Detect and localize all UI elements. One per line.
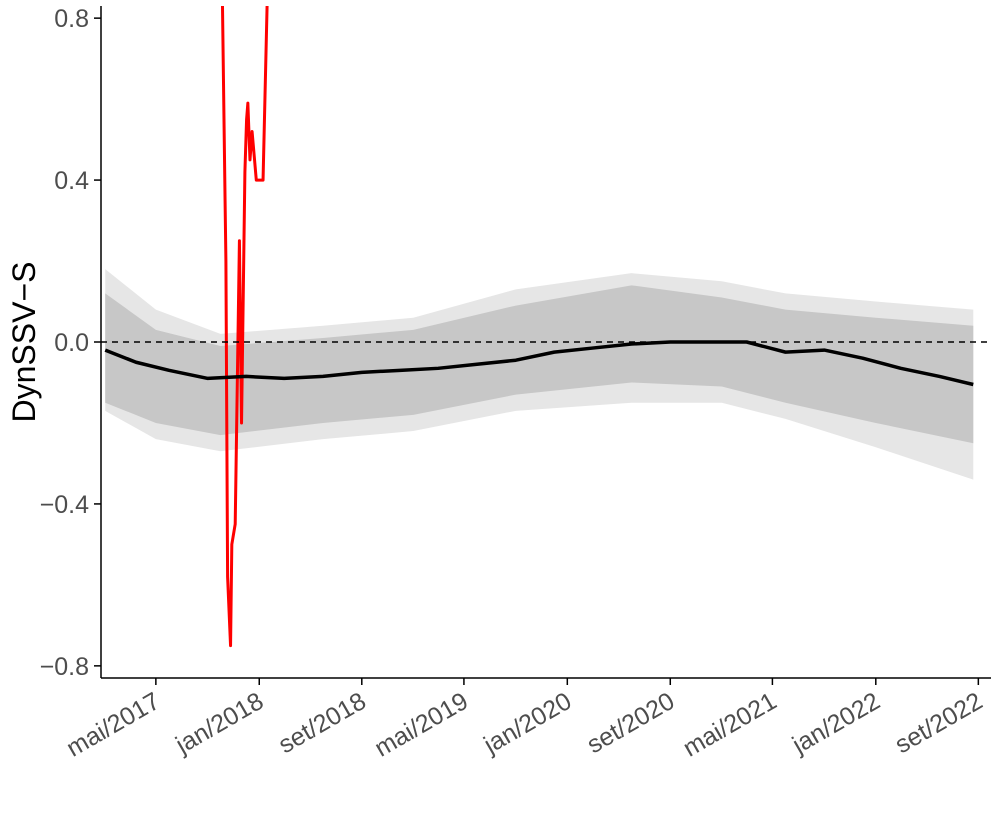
inner-confidence-band — [105, 285, 974, 444]
x-tick-label: jan/2018 — [170, 687, 268, 760]
x-tick-label: mai/2021 — [678, 687, 781, 763]
y-tick-label: −0.8 — [40, 653, 89, 681]
plot-area — [101, 6, 991, 648]
y-tick-label: −0.4 — [40, 491, 89, 519]
y-tick-label: 0.4 — [54, 167, 89, 195]
x-tick-label: mai/2017 — [62, 687, 165, 763]
observed-series-line — [220, 6, 269, 648]
y-axis-title: DynSSV−S — [6, 262, 42, 423]
x-tick-label: jan/2022 — [787, 687, 885, 760]
x-tick-label: set/2018 — [274, 687, 371, 759]
y-tick-label: 0.8 — [54, 5, 89, 33]
y-axis-ticks: −0.8 −0.4 0.0 0.4 0.8 — [40, 5, 101, 681]
mean-series-line — [104, 340, 974, 387]
x-tick-label: set/2020 — [582, 687, 679, 759]
x-tick-label: jan/2020 — [478, 687, 576, 760]
x-tick-label: set/2022 — [890, 687, 987, 759]
y-tick-label: 0.0 — [54, 329, 89, 357]
x-axis-ticks: mai/2017 jan/2018 set/2018 mai/2019 jan/2020… — [62, 678, 987, 763]
x-tick-label: mai/2019 — [370, 687, 473, 763]
